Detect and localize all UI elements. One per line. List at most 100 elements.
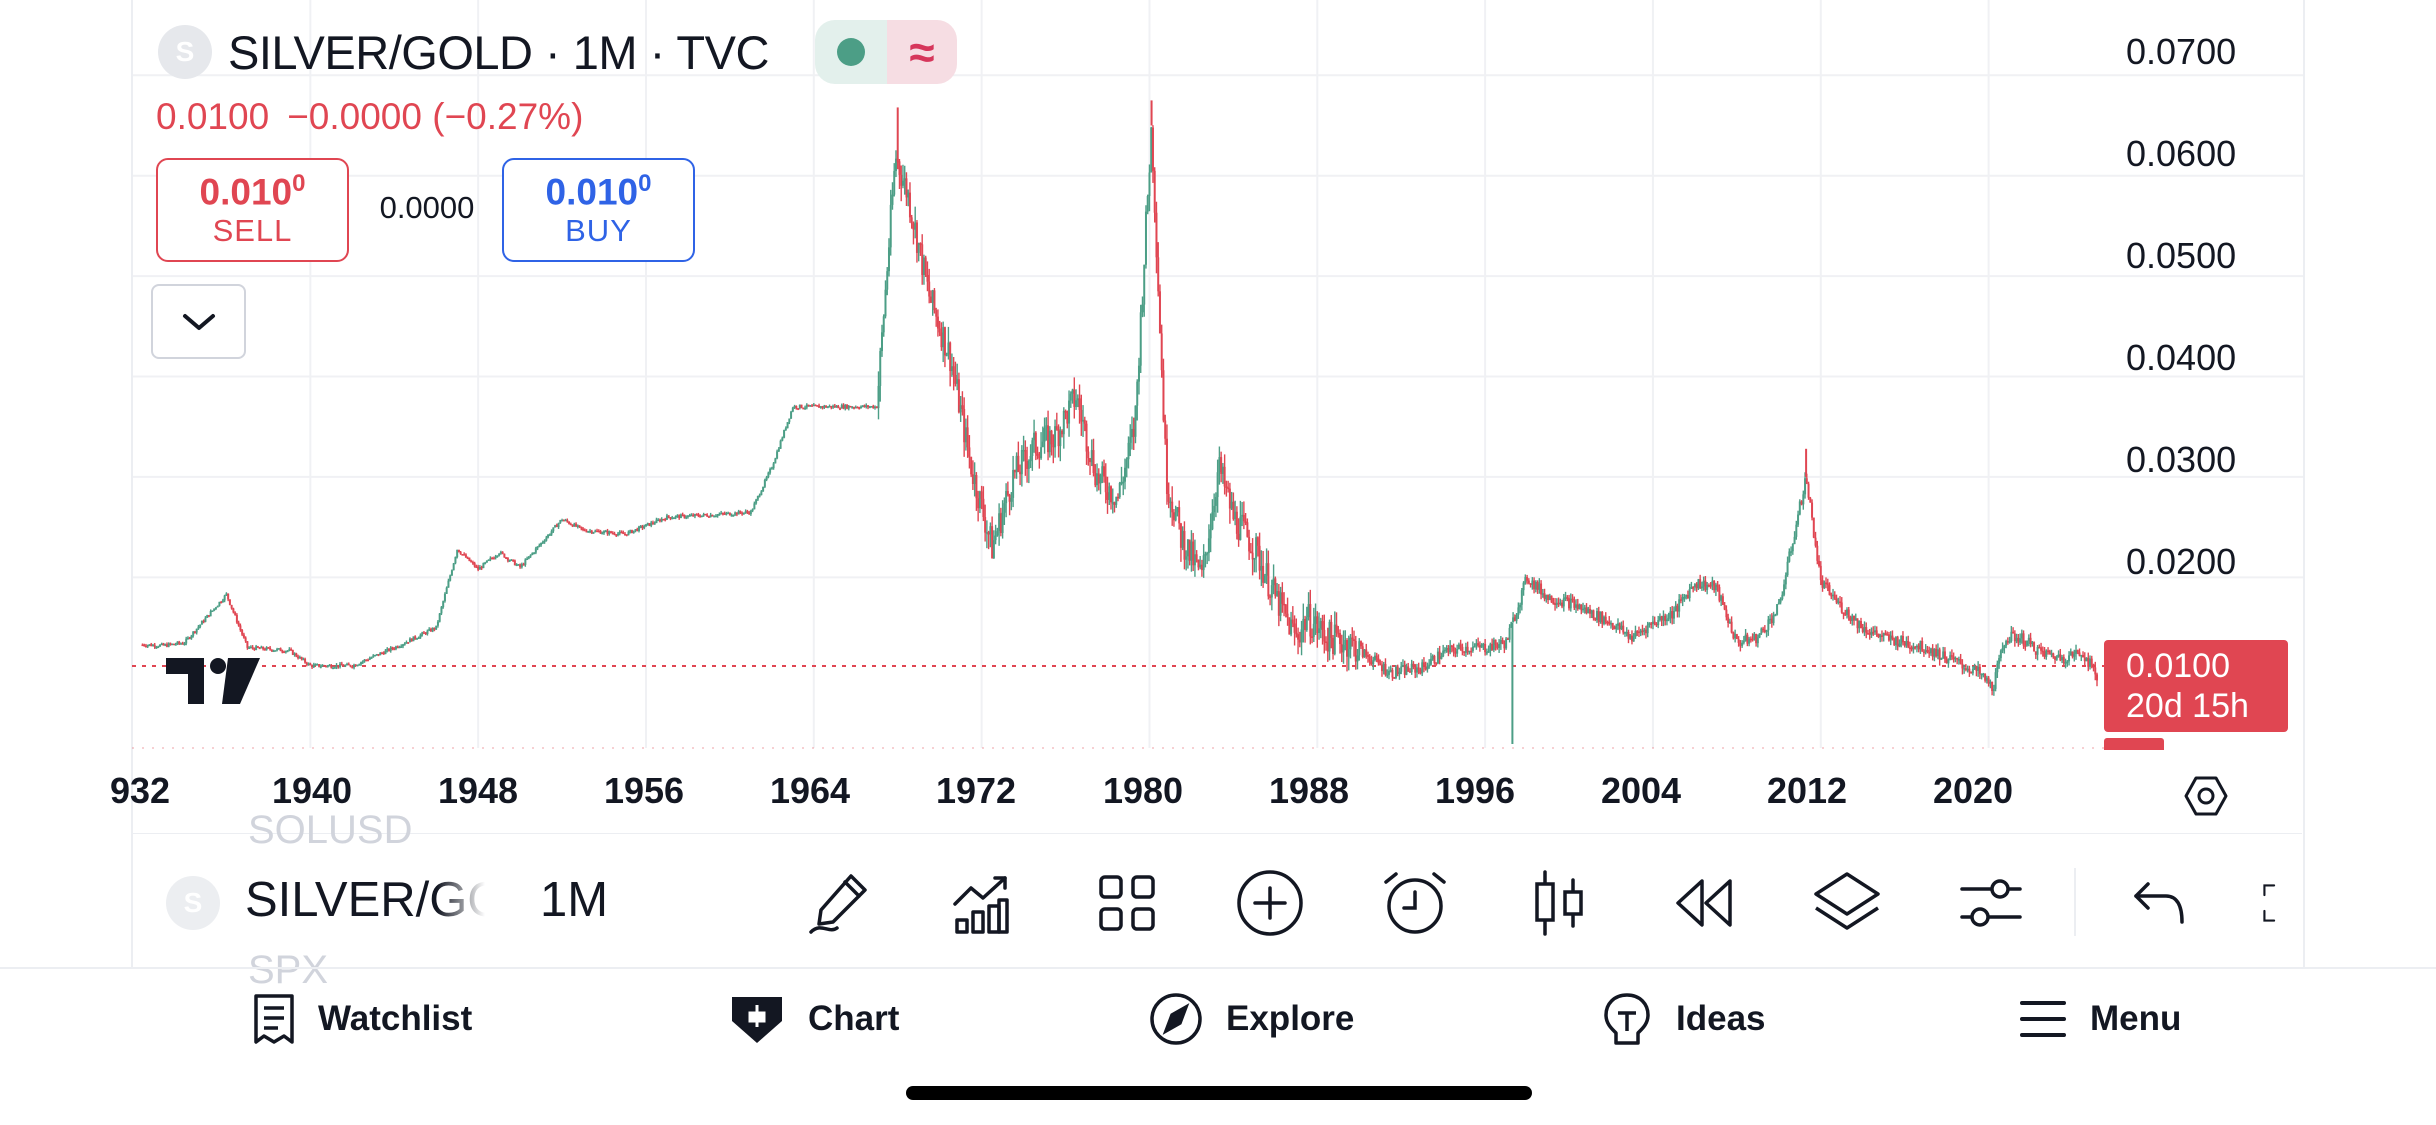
undo-button[interactable]	[2122, 866, 2196, 940]
candle-body	[442, 601, 445, 608]
nav-explore[interactable]: Explore	[1148, 989, 1354, 1049]
nav-label: Chart	[808, 999, 900, 1038]
data-delayed-icon[interactable]: ≈	[886, 20, 957, 84]
candle-body	[249, 646, 252, 649]
candle-body	[688, 515, 691, 517]
nav-ideas[interactable]: Ideas	[1600, 989, 1766, 1049]
candle-body	[812, 404, 815, 407]
candle-body	[603, 531, 606, 533]
nav-menu[interactable]: Menu	[2018, 989, 2181, 1049]
nav-watchlist[interactable]: Watchlist	[252, 989, 472, 1049]
candle-body	[2066, 661, 2069, 663]
candle-body	[387, 648, 390, 651]
candle-body	[1346, 640, 1349, 657]
candle-body	[1335, 624, 1338, 633]
candle-body	[613, 533, 616, 535]
alert-button[interactable]	[1378, 866, 1452, 940]
symbol-title[interactable]: SILVER/GOLD · 1M · TVC	[228, 25, 769, 79]
candle-body	[1305, 617, 1308, 631]
tradingview-logo-icon[interactable]	[166, 658, 260, 704]
indicators-button[interactable]	[945, 866, 1019, 940]
candle-body	[361, 661, 364, 663]
candle-body	[1449, 645, 1452, 653]
candle-body	[2059, 654, 2062, 661]
chart-settings-icon[interactable]	[2182, 772, 2230, 820]
collapse-legend-button[interactable]	[151, 284, 246, 359]
candle-body	[410, 638, 413, 642]
candle-body	[999, 513, 1002, 534]
candle-body	[1529, 583, 1532, 585]
market-open-status[interactable]	[814, 20, 887, 84]
sell-button[interactable]: 0.0100 SELL	[156, 158, 349, 262]
candle-body	[1886, 634, 1889, 636]
candle-body	[585, 530, 588, 533]
candle-body	[1692, 587, 1695, 589]
candle-body	[181, 643, 184, 645]
candle-body	[1781, 594, 1784, 600]
candle-body	[221, 600, 224, 602]
alarm-icon	[1384, 872, 1446, 934]
candle-body	[326, 665, 329, 667]
candle-body	[597, 530, 600, 533]
fullscreen-icon	[2263, 884, 2276, 922]
sell-price-sup: 0	[292, 170, 306, 198]
candle-body	[398, 646, 401, 649]
candle-body	[2087, 657, 2090, 667]
candle-body	[1683, 597, 1686, 599]
candle-body	[1606, 621, 1609, 624]
candle-body	[346, 663, 349, 666]
time-tick: 2020	[1932, 770, 2014, 811]
object-tree-button[interactable]	[1810, 866, 1884, 940]
chart-properties-button[interactable]	[1954, 866, 2028, 940]
time-tick: 1964	[769, 770, 851, 811]
candle-body	[1557, 602, 1560, 605]
fullscreen-button[interactable]	[2262, 866, 2302, 940]
candle-body	[748, 512, 751, 515]
candle-body	[728, 512, 731, 516]
candle-body	[917, 243, 920, 253]
price-tick: 0.0400	[2126, 337, 2237, 378]
candle-body	[2036, 647, 2039, 655]
candle-body	[230, 604, 233, 609]
symbol-picker[interactable]: SILVER/GOLD	[245, 873, 485, 927]
candle-body	[1276, 591, 1279, 596]
candle-body	[1533, 580, 1536, 590]
candle-body	[1407, 666, 1410, 672]
candle-body	[1015, 455, 1018, 473]
candle-body	[1041, 441, 1044, 448]
nav-chart[interactable]: Chart	[728, 989, 899, 1049]
layout-button[interactable]	[1090, 866, 1164, 940]
candle-body	[1087, 451, 1090, 459]
candle-body	[1146, 196, 1149, 212]
candle-body	[1265, 563, 1268, 576]
market-status-pill[interactable]: ≈	[814, 20, 957, 84]
candle-body	[1283, 603, 1286, 606]
candle-body	[1211, 512, 1214, 530]
candle-body	[868, 406, 871, 409]
candle-body	[501, 551, 504, 554]
interval-picker[interactable]: 1M	[540, 873, 609, 927]
replay-button[interactable]	[1666, 866, 1740, 940]
candle-body	[1295, 632, 1298, 635]
candle-body	[2038, 647, 2041, 649]
drawing-tool-button[interactable]	[803, 866, 877, 940]
candle-body	[1547, 595, 1550, 600]
candle-body	[1688, 588, 1691, 599]
candle-body	[863, 405, 866, 407]
candle-body	[1353, 639, 1356, 641]
chart-type-button[interactable]	[1522, 866, 1596, 940]
time-tick: 1988	[1268, 770, 1350, 811]
candle-body	[1823, 582, 1826, 588]
candle-body	[1340, 644, 1343, 653]
candle-body	[554, 525, 557, 528]
candle-body	[809, 405, 812, 407]
candle-body	[415, 638, 418, 640]
pencil-icon	[809, 874, 867, 934]
symbol-legend[interactable]: S SILVER/GOLD · 1M · TVC ≈	[158, 20, 957, 84]
buy-button[interactable]: 0.0100 BUY	[502, 158, 695, 262]
candle-body	[1415, 667, 1418, 673]
candle-body	[1134, 405, 1137, 437]
candle-body	[207, 615, 210, 617]
add-symbol-button[interactable]	[1233, 866, 1307, 940]
